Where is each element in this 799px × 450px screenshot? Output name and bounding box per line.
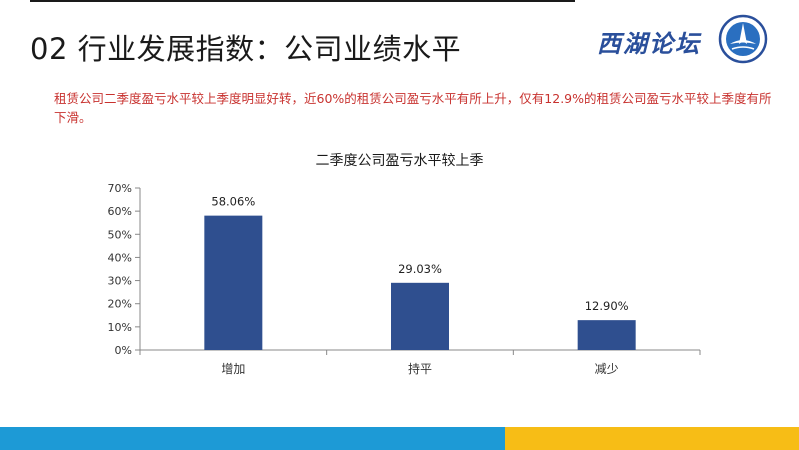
logo-text: 西湖论坛: [597, 29, 701, 58]
y-tick-label: 30%: [108, 275, 132, 288]
forum-emblem-icon: [718, 14, 768, 64]
x-tick-label: 减少: [595, 362, 619, 376]
bar-chart: 0% 10% 20% 30% 40% 50% 60% 70% 增加 持平 减少 58.06% 29.…: [108, 182, 701, 376]
y-tick-label: 70%: [108, 182, 132, 195]
slide-title: 02 行业发展指数：公司业绩水平: [30, 32, 462, 66]
y-tick-label: 50%: [108, 228, 132, 241]
data-label: 58.06%: [211, 195, 255, 209]
footer-band-yellow: [505, 427, 799, 450]
summary-text: 租赁公司二季度盈亏水平较上季度明显好转，近60%的租赁公司盈亏水平有所上升，仅有…: [54, 91, 772, 125]
x-tick-label: 持平: [408, 361, 432, 376]
x-tick-label: 增加: [221, 362, 245, 376]
y-tick-label: 0%: [115, 344, 132, 357]
data-label: 12.90%: [585, 299, 629, 313]
chart-title: 二季度公司盈亏水平较上季: [315, 153, 484, 169]
y-tick-label: 40%: [108, 251, 132, 264]
y-tick-label: 60%: [108, 205, 132, 218]
data-label: 29.03%: [398, 262, 442, 276]
footer-band-blue: [0, 427, 505, 450]
bar: [204, 215, 263, 350]
bar: [577, 320, 636, 350]
y-tick-label: 10%: [108, 321, 132, 334]
bar: [391, 282, 449, 350]
title-rule: [30, 0, 575, 2]
y-tick-label: 20%: [108, 298, 132, 311]
